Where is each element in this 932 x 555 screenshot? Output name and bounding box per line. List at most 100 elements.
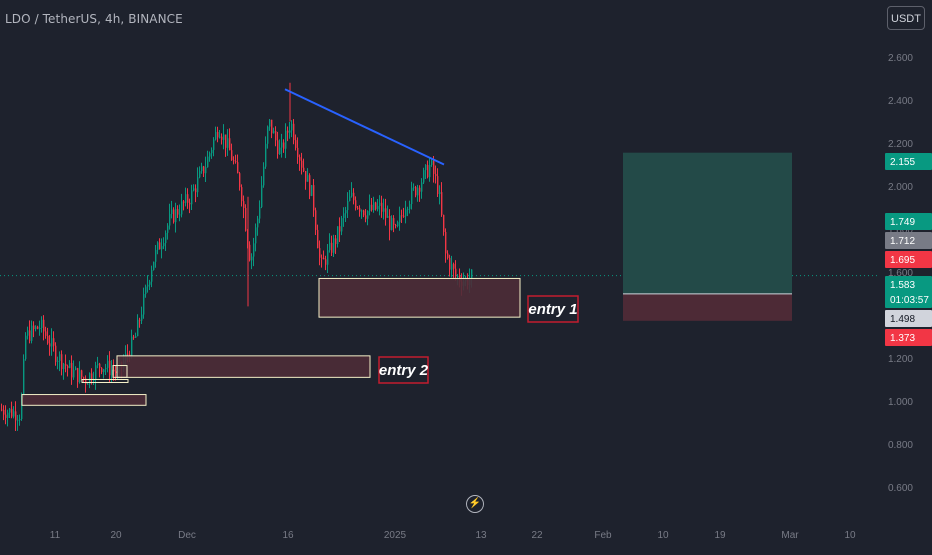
candle-body [327,250,329,265]
time-tick-label: Feb [594,530,612,541]
price-label-text: 1.749 [890,217,915,228]
candle-body [207,156,209,168]
candle-body [51,338,53,347]
candle-body [209,153,211,157]
candle-body [75,368,77,370]
candle-body [183,201,185,203]
candle-body [391,218,393,230]
candle-body [291,123,293,131]
candle-body [113,369,115,372]
price-tick-label: 1.200 [888,354,913,365]
candle-body [95,365,97,380]
candle-body [317,229,319,249]
candle-body [301,160,303,168]
candle-body [71,362,73,378]
candle-body [7,412,9,418]
candle-body [357,207,359,209]
trendline [284,88,445,166]
candle-body [361,210,363,212]
candle-body [341,218,343,232]
candle-body [39,327,41,329]
candle-body [211,149,213,154]
candle-body [323,258,325,260]
candle-body [143,294,145,315]
price-label-text: 2.155 [890,157,915,168]
candle-body [455,268,457,277]
candle-body [339,226,341,232]
lightning-icon[interactable]: ⚡ [466,495,484,513]
candle-body [245,208,247,231]
price-label-text: 01:03:57 [890,295,929,306]
candle-body [101,367,103,373]
candle-body [87,383,89,385]
candle-body [19,419,21,421]
price-tick-label: 1.800 [888,225,913,236]
candle-body [163,243,165,247]
candle-body [261,185,263,207]
candle-body [23,359,25,396]
candle-body [435,174,437,177]
candle-body [349,196,351,202]
candle-body [343,213,345,219]
price-label-last-price: 1.583 [885,276,932,293]
candle-body [417,187,419,196]
candle-body [393,218,395,225]
candle-body [397,222,399,227]
candle-body [221,136,223,140]
candle-body [59,354,61,361]
price-label-green-level: 1.749 [885,213,932,230]
candle-body [267,126,269,144]
price-label-bg [885,291,932,308]
candles-group [1,119,473,431]
candle-body [237,162,239,174]
candle-body [371,204,373,211]
candle-body [373,202,375,211]
price-label-countdown: 01:03:57 [885,291,932,308]
candle-body [253,243,255,257]
candle-body [421,182,423,192]
candle-body [431,160,433,165]
entry-1-zone [318,277,521,318]
candle-body [279,147,281,154]
candle-body [195,188,197,193]
candle-body [275,131,277,141]
candle-body [231,150,233,161]
candle-body [57,360,59,362]
price-tick-label: 2.200 [888,139,913,150]
candle-body [131,336,133,358]
candle-body [419,187,421,192]
candle-body [271,119,273,134]
price-label-text: 1.712 [890,236,915,247]
candle-body [399,215,401,223]
candle-body [115,371,117,374]
candle-body [155,249,157,262]
candle-body [111,369,113,376]
candle-body [13,411,15,417]
candle-body [295,140,297,148]
candle-body [179,214,181,216]
candle-body [293,123,295,141]
price-label-bg [885,310,932,327]
time-tick-label: 20 [110,530,122,541]
price-label-red-level: 1.695 [885,251,932,268]
candle-body [381,202,383,212]
candle-body [93,379,95,381]
candle-body [387,216,389,218]
candle-body [85,378,87,385]
candle-body [43,319,45,332]
candle-body [331,242,333,253]
candle-body [303,167,305,172]
candle-body [151,269,153,282]
candle-body [307,175,309,182]
candle-body [199,171,201,178]
candle-body [89,373,91,384]
profit-zone [623,152,792,294]
time-tick-label: 2025 [384,530,407,541]
candle-body [45,331,47,336]
currency-button[interactable]: USDT [887,6,925,30]
candle-body [259,206,261,219]
candle-body [251,256,253,261]
candle-body [453,264,455,269]
